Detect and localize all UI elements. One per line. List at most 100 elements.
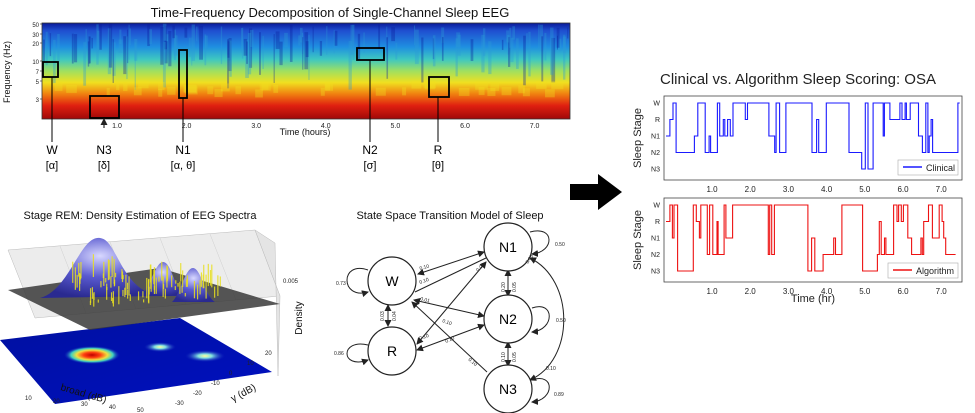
spectrogram-streak: [204, 35, 208, 49]
spectrogram-streak: [220, 83, 230, 92]
spectrogram-streak: [97, 30, 100, 50]
edge-label: 0.01: [419, 296, 430, 304]
edge-label: 0.05: [475, 262, 486, 273]
spectrogram-streak: [545, 89, 555, 98]
spectrogram-streak: [432, 35, 436, 67]
spectrogram-streak: [508, 37, 511, 67]
spectrogram-streak: [99, 23, 102, 50]
node-n2-circle: [483, 294, 533, 344]
spectrogram-streak: [501, 87, 512, 96]
spectrogram-streak: [289, 24, 293, 62]
spectrogram-streak: [305, 41, 309, 58]
spec-xtick-label: 1.0: [112, 123, 122, 130]
spectrogram-streak: [455, 38, 458, 77]
spectrogram-streak: [458, 87, 470, 96]
spectrogram-streak: [199, 25, 203, 60]
spectrogram-streak: [490, 82, 500, 91]
spectrogram-streak: [279, 41, 283, 66]
stage-tick-label: N2: [651, 252, 660, 259]
spectrogram-streak: [184, 84, 198, 93]
spectrogram-streak: [164, 41, 168, 64]
density-ytick-label: -30: [175, 401, 184, 407]
spectrogram-streak: [49, 33, 52, 57]
spectrogram-streak: [334, 30, 338, 46]
spectrogram-streak: [167, 86, 176, 95]
spec-xtick-label: 3.0: [251, 123, 261, 130]
spectrogram-streak: [551, 37, 556, 83]
stage-tick-label: N3: [651, 269, 660, 276]
clinical-ylabel: Sleep Stage: [632, 108, 644, 168]
spectrogram-streak: [247, 33, 252, 75]
spectrogram-streak: [325, 82, 334, 91]
spectrogram-streak: [245, 40, 249, 78]
spectrogram-streak: [488, 41, 492, 75]
scoring-xtick-label: 2.0: [745, 287, 757, 296]
spectrogram-streak: [539, 24, 543, 52]
spectrogram-streak: [284, 32, 288, 48]
clinical-x-ticks: 1.0 2.0 3.0 4.0 5.0 6.0 7.0: [706, 185, 947, 194]
spectrogram-x-ticks: 1.0 2.0 3.0 4.0 5.0 6.0 7.0: [112, 123, 539, 130]
algorithm-legend: Algorithm: [887, 262, 959, 279]
spec-ytick-label: 10: [32, 60, 39, 66]
spectrogram-streak: [183, 84, 196, 93]
spectrogram-streak: [116, 82, 120, 91]
spectrogram-panel: Time-Frequency Decomposition of Single-C…: [2, 5, 571, 172]
spectrogram-streak: [324, 82, 331, 91]
density-ytick-label: 10: [247, 361, 254, 367]
scoring-xtick-label: 2.0: [745, 185, 757, 194]
spectrogram-streak: [227, 41, 230, 58]
spectrogram-streak: [510, 37, 514, 63]
density-floor-plane: [0, 318, 272, 404]
spectrogram-streak: [441, 37, 444, 61]
spectrogram-streak: [158, 81, 165, 90]
stage-tick-label: W: [653, 203, 660, 210]
right-arrow-icon: [570, 174, 622, 210]
transition-nodes: [367, 222, 533, 413]
spec-ytick-label: 30: [32, 33, 39, 39]
edge-label: 0.10: [419, 277, 430, 286]
spectrogram-streak: [567, 27, 569, 39]
spectrogram-streak: [259, 81, 269, 90]
spectrogram-streak: [243, 38, 248, 56]
spectrogram-streak: [481, 34, 485, 73]
spectrogram-streak: [299, 27, 303, 43]
box-r: [428, 76, 450, 98]
spectrogram-streak: [456, 32, 461, 47]
band-label-r: [θ]: [432, 160, 444, 172]
spectrogram-streak: [207, 86, 214, 95]
density-peak-1: [40, 237, 160, 298]
spec-xtick-label: 2.0: [182, 123, 192, 130]
stage-tick-label: R: [655, 219, 660, 226]
spectrogram-streak: [42, 39, 45, 63]
spectrogram-streak: [126, 36, 128, 80]
spectrogram-streak: [541, 36, 544, 82]
spectrogram-streak: [164, 26, 167, 50]
spectrogram-streak: [246, 41, 248, 64]
spectrogram-streak: [386, 37, 389, 79]
spectrogram-streak: [220, 26, 223, 65]
spectrogram-streak: [226, 41, 230, 55]
stage-label-w: W: [46, 143, 58, 157]
edge-label: 0.05: [512, 282, 518, 292]
scoring-xtick-label: 4.0: [821, 185, 833, 194]
spectrogram-streak: [386, 26, 388, 38]
spectrogram-streak: [123, 82, 128, 91]
spectrogram-streak: [507, 35, 510, 55]
spectrogram-streak: [196, 26, 198, 42]
spectrogram-streak: [562, 36, 566, 53]
spectrogram-streak: [526, 33, 528, 51]
spectrogram-streak: [375, 87, 386, 96]
spectrogram-streak: [363, 32, 365, 53]
transition-edges: [346, 230, 565, 405]
density-xtick-label: 20: [53, 399, 60, 405]
edge-label: 0.50: [555, 242, 565, 248]
edge-label: 0.10: [501, 352, 507, 362]
spectrogram-streak: [147, 23, 150, 47]
density-panel: Stage REM: Density Estimation of EEG Spe…: [0, 210, 305, 413]
density-sample-spikes: [72, 254, 221, 307]
spec-xtick-label: 6.0: [460, 123, 470, 130]
spectrogram-streak: [302, 37, 304, 70]
scoring-xlabel: Time (hr): [791, 293, 835, 305]
spectrogram-streak: [91, 37, 93, 49]
node-n3-circle: [483, 364, 533, 413]
